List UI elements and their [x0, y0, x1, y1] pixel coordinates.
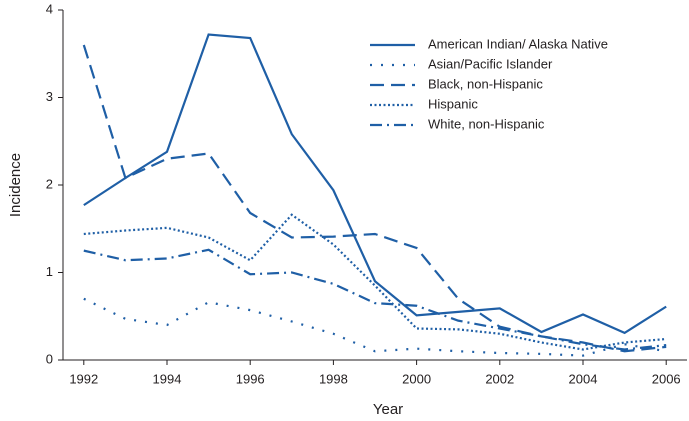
- x-tick-label: 1992: [69, 371, 98, 386]
- legend-label: Hispanic: [428, 96, 478, 111]
- y-tick-label: 3: [46, 89, 53, 104]
- y-tick-label: 4: [46, 1, 53, 16]
- series-line: [83, 213, 667, 351]
- y-tick-label: 0: [46, 351, 53, 366]
- x-tick-label: 2000: [402, 371, 431, 386]
- x-tick-label: 1998: [319, 371, 348, 386]
- legend-label: Black, non-Hispanic: [428, 76, 543, 91]
- series-line: [83, 297, 667, 357]
- x-axis-title: Year: [373, 401, 403, 418]
- x-tick-label: 2002: [485, 371, 514, 386]
- legend-label: American Indian/ Alaska Native: [428, 36, 608, 51]
- legend-label: Asian/Pacific Islander: [428, 56, 553, 71]
- series-line: [83, 33, 667, 335]
- series-line: [82, 44, 667, 353]
- y-tick-label: 1: [46, 264, 53, 279]
- x-tick-label: 2004: [569, 371, 598, 386]
- series-line: [83, 248, 667, 351]
- y-tick-label: 2: [46, 176, 53, 191]
- x-tick-label: 1996: [236, 371, 265, 386]
- x-tick-label: 1994: [153, 371, 182, 386]
- y-axis-title: Incidence: [7, 153, 24, 217]
- x-tick-label: 2006: [652, 371, 681, 386]
- legend-label: White, non-Hispanic: [428, 116, 545, 131]
